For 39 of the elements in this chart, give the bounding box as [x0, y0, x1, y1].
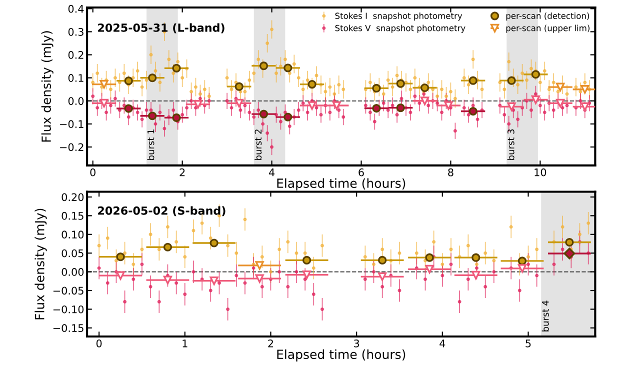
x-tick-label: 2: [180, 168, 185, 176]
x-tick-label: 0: [90, 168, 96, 176]
x-tick-label: 0: [96, 339, 102, 348]
x-tick-label: 1: [182, 340, 188, 348]
x-tick-label: 5: [526, 340, 531, 348]
y-tick-label: −0.2: [60, 143, 84, 152]
y-tick-label: 0.05: [62, 249, 84, 258]
x-tick-label: 10: [534, 168, 546, 176]
band-label: burst 2: [254, 130, 262, 160]
x-tick-label: 3: [354, 339, 360, 348]
y-tick-label: −0.1: [60, 120, 84, 128]
y-axis-title: Flux density (mJy): [41, 31, 54, 142]
y-tick-label: 0.20: [62, 193, 84, 202]
y-tick-label: 0.0: [68, 97, 84, 105]
legend-label: Stokes I snapshot photometry: [335, 12, 462, 21]
y-tick-label: 0.1: [68, 74, 84, 82]
band-label: burst 3: [507, 129, 514, 160]
x-tick-label: 6: [358, 168, 364, 176]
y-tick-label: 0.3: [68, 28, 84, 36]
y-tick-label: 0.00: [62, 268, 84, 276]
y-tick-label: 0.10: [62, 230, 84, 239]
x-axis-title: Elapsed time (hours): [277, 178, 406, 190]
y-tick-label: −0.10: [53, 305, 84, 314]
band-label: burst 4: [542, 300, 549, 332]
y-tick-label: −0.05: [53, 286, 84, 295]
x-axis-title: Elapsed time (hours): [277, 349, 406, 362]
band-label: burst 1: [147, 130, 154, 160]
legend-label: per-scan (detection): [506, 12, 590, 21]
legend-label: per-scan (upper lim): [506, 24, 590, 33]
y-tick-label: −0.15: [53, 324, 84, 332]
x-tick-label: 8: [448, 168, 454, 176]
y-axis-title: Flux density (mJy): [34, 208, 47, 320]
y-tick-label: 0.4: [68, 4, 84, 13]
legend-label: Stokes V snapshot photometry: [335, 24, 466, 33]
y-tick-label: 0.2: [68, 51, 84, 59]
x-tick-label: 4: [268, 168, 275, 176]
x-tick-label: 4: [440, 340, 446, 348]
x-tick-label: 2: [268, 339, 274, 348]
y-tick-label: 0.15: [62, 212, 84, 220]
